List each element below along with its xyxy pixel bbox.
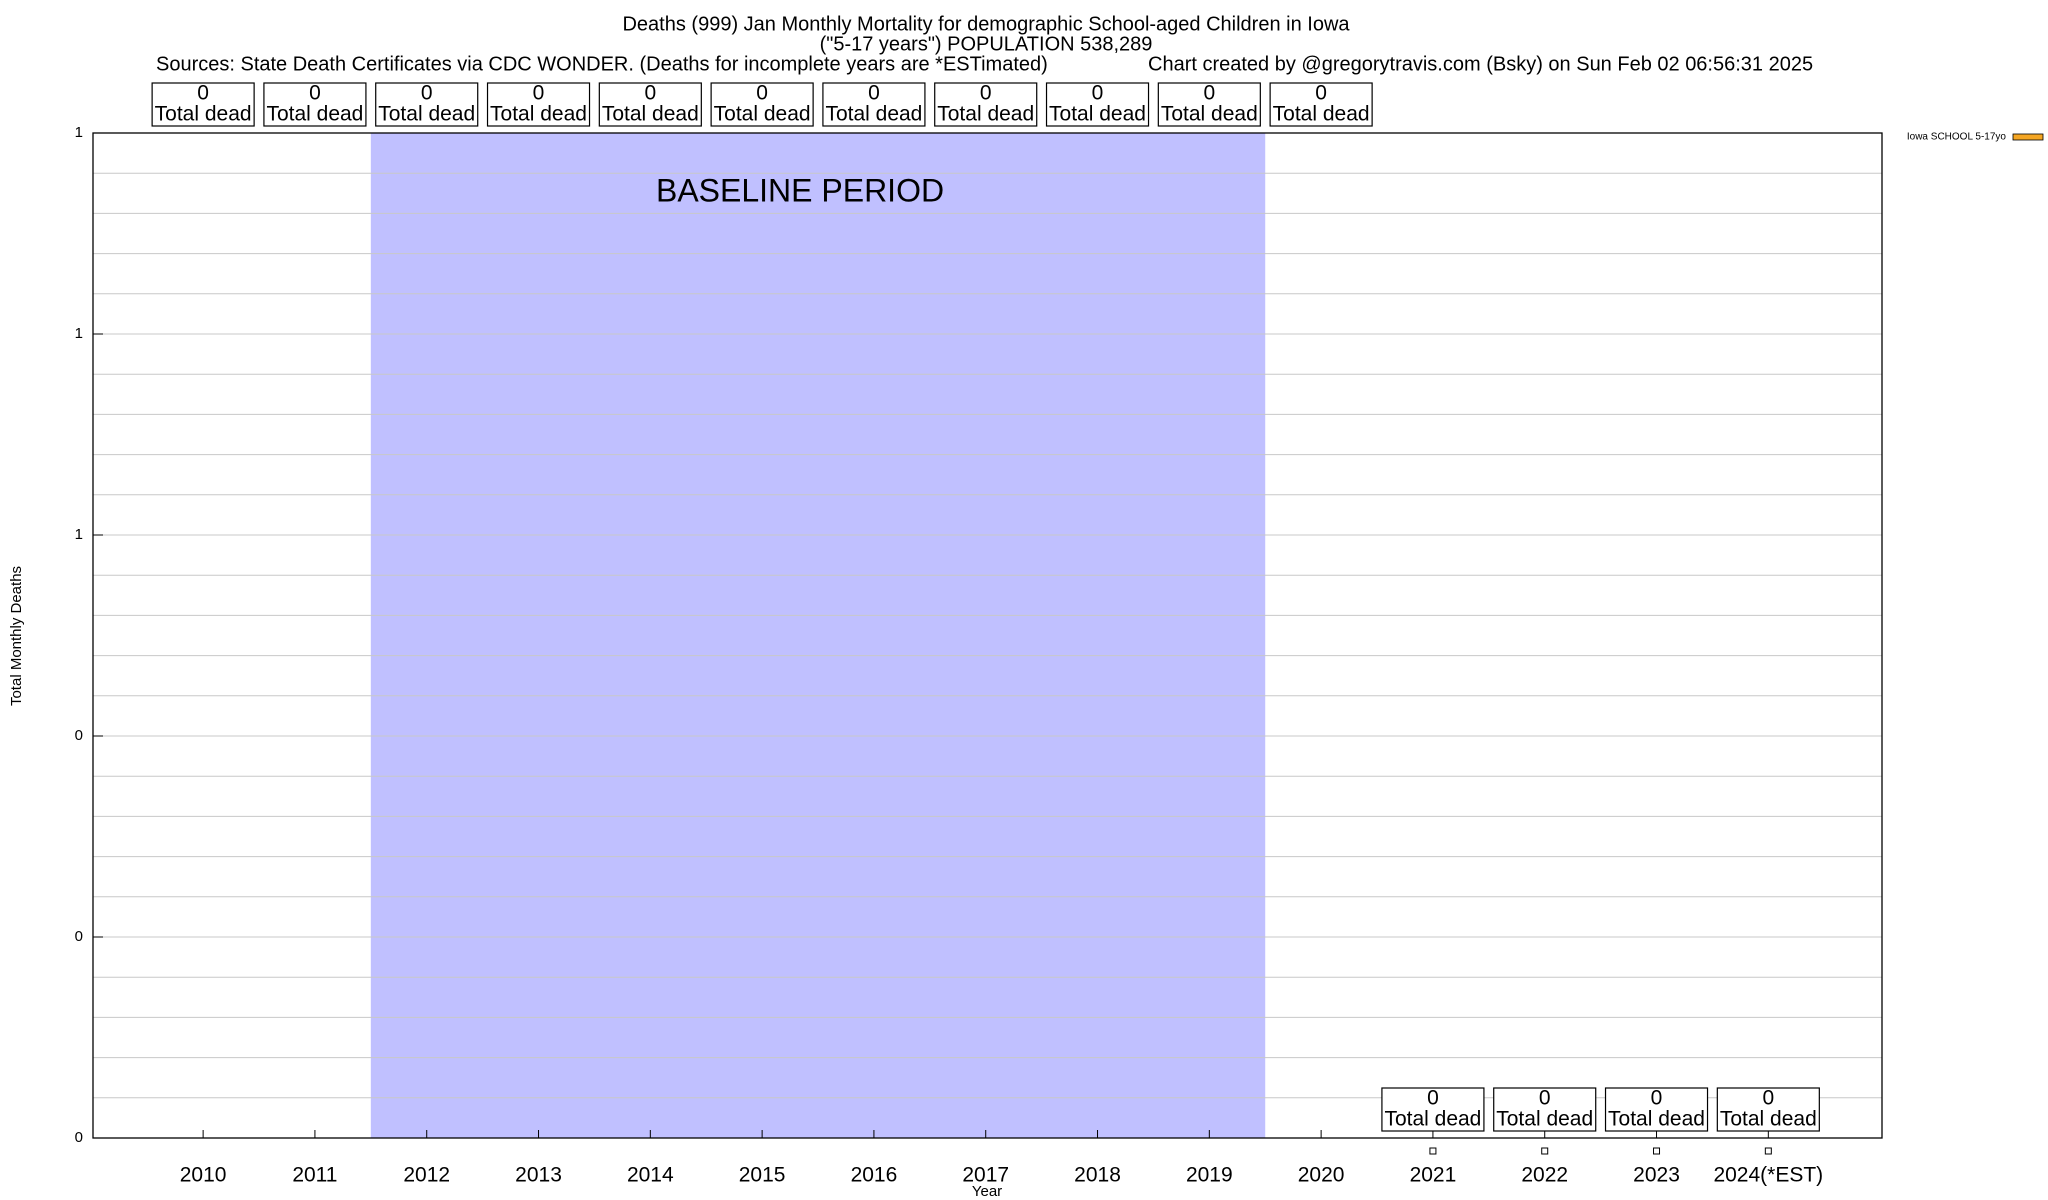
x-tick-label: 2023 — [1633, 1164, 1680, 1187]
value-label-caption: Total dead — [1384, 1108, 1481, 1131]
value-label-caption: Total dead — [1273, 103, 1370, 126]
y-tick-label: 0 — [75, 928, 83, 945]
x-tick-label: 2021 — [1410, 1164, 1457, 1187]
value-label: 0 — [309, 82, 321, 105]
value-label: 0 — [197, 82, 209, 105]
baseline-label: BASELINE PERIOD — [656, 172, 944, 208]
value-label-box — [710, 82, 814, 127]
y-axis-label: Total Monthly Deaths — [8, 566, 25, 706]
x-tick-label: 2013 — [515, 1164, 562, 1187]
y-tick-label: 1 — [75, 124, 83, 141]
x-tick-label: 2020 — [1298, 1164, 1345, 1187]
x-tick-label: 2018 — [1074, 1164, 1121, 1187]
x-tick-label: 2012 — [403, 1164, 450, 1187]
y-tick-label: 1 — [75, 325, 83, 342]
value-label-caption: Total dead — [602, 103, 699, 126]
value-label-caption: Total dead — [266, 103, 363, 126]
value-label-box — [1604, 1087, 1709, 1132]
x-axis-label: Year — [972, 1183, 1002, 1200]
x-tick-label: 2016 — [851, 1164, 898, 1187]
value-label: 0 — [644, 82, 656, 105]
value-label: 0 — [1203, 82, 1215, 105]
x-tick-label: 2015 — [739, 1164, 786, 1187]
plot-frame — [92, 132, 1883, 1139]
x-tick-label: 2011 — [292, 1164, 337, 1187]
credit: Chart created by @gregorytravis.com (Bsk… — [1148, 53, 1813, 75]
value-label-caption: Total dead — [1496, 1108, 1593, 1131]
value-label-caption: Total dead — [155, 103, 252, 126]
value-label-caption: Total dead — [1161, 103, 1258, 126]
value-label: 0 — [533, 82, 545, 105]
x-tick-label: 2022 — [1521, 1164, 1568, 1187]
value-label-caption: Total dead — [1049, 103, 1146, 126]
y-tick-label: 0 — [75, 1129, 83, 1146]
value-label-box — [486, 82, 591, 127]
value-label-box — [375, 82, 479, 127]
y-tick-label: 0 — [75, 727, 83, 744]
value-label-caption: Total dead — [825, 103, 922, 126]
value-label-box — [598, 82, 702, 127]
point-marker — [1764, 1147, 1772, 1155]
value-label-box — [1716, 1087, 1820, 1132]
value-label: 0 — [1092, 82, 1104, 105]
point-marker — [1541, 1147, 1549, 1155]
legend-swatch — [2012, 133, 2044, 141]
value-label: 0 — [756, 82, 768, 105]
point-marker — [1653, 1147, 1661, 1155]
value-label-box — [1045, 82, 1150, 127]
value-label-caption: Total dead — [378, 103, 475, 126]
chart-title: Deaths (999) Jan Monthly Mortality for d… — [622, 13, 1350, 35]
value-label-box — [1493, 1087, 1597, 1132]
baseline-region — [370, 133, 1266, 1138]
legend-label: Iowa SCHOOL 5-17yo — [1907, 132, 2007, 143]
x-tick-label: 2017 — [962, 1164, 1009, 1187]
sources: Sources: State Death Certificates via CD… — [156, 53, 1048, 75]
value-label-box — [263, 82, 367, 127]
value-label-box — [822, 82, 926, 127]
value-label-caption: Total dead — [490, 103, 587, 126]
value-label: 0 — [1539, 1087, 1551, 1110]
value-label-caption: Total dead — [1720, 1108, 1817, 1131]
value-label-box — [1157, 82, 1261, 127]
value-label: 0 — [421, 82, 433, 105]
x-tick-label: 2019 — [1186, 1164, 1233, 1187]
value-label-box — [1269, 82, 1373, 127]
value-label: 0 — [1315, 82, 1327, 105]
value-label-box — [1381, 1087, 1485, 1132]
value-label: 0 — [868, 82, 880, 105]
chart-subtitle: ("5-17 years") POPULATION 538,289 — [820, 33, 1153, 55]
value-label-caption: Total dead — [1608, 1108, 1705, 1131]
value-label: 0 — [1762, 1087, 1774, 1110]
value-label-box — [151, 82, 255, 127]
y-tick-label: 1 — [75, 526, 83, 543]
point-marker — [1429, 1147, 1437, 1155]
value-label: 0 — [1651, 1087, 1663, 1110]
value-label: 0 — [980, 82, 992, 105]
x-tick-label: 2014 — [627, 1164, 674, 1187]
value-label-caption: Total dead — [714, 103, 811, 126]
value-label-caption: Total dead — [937, 103, 1034, 126]
x-tick-label: 2024(*EST) — [1713, 1164, 1823, 1187]
x-tick-label: 2010 — [180, 1164, 227, 1187]
value-label: 0 — [1427, 1087, 1439, 1110]
value-label-box — [934, 82, 1038, 127]
